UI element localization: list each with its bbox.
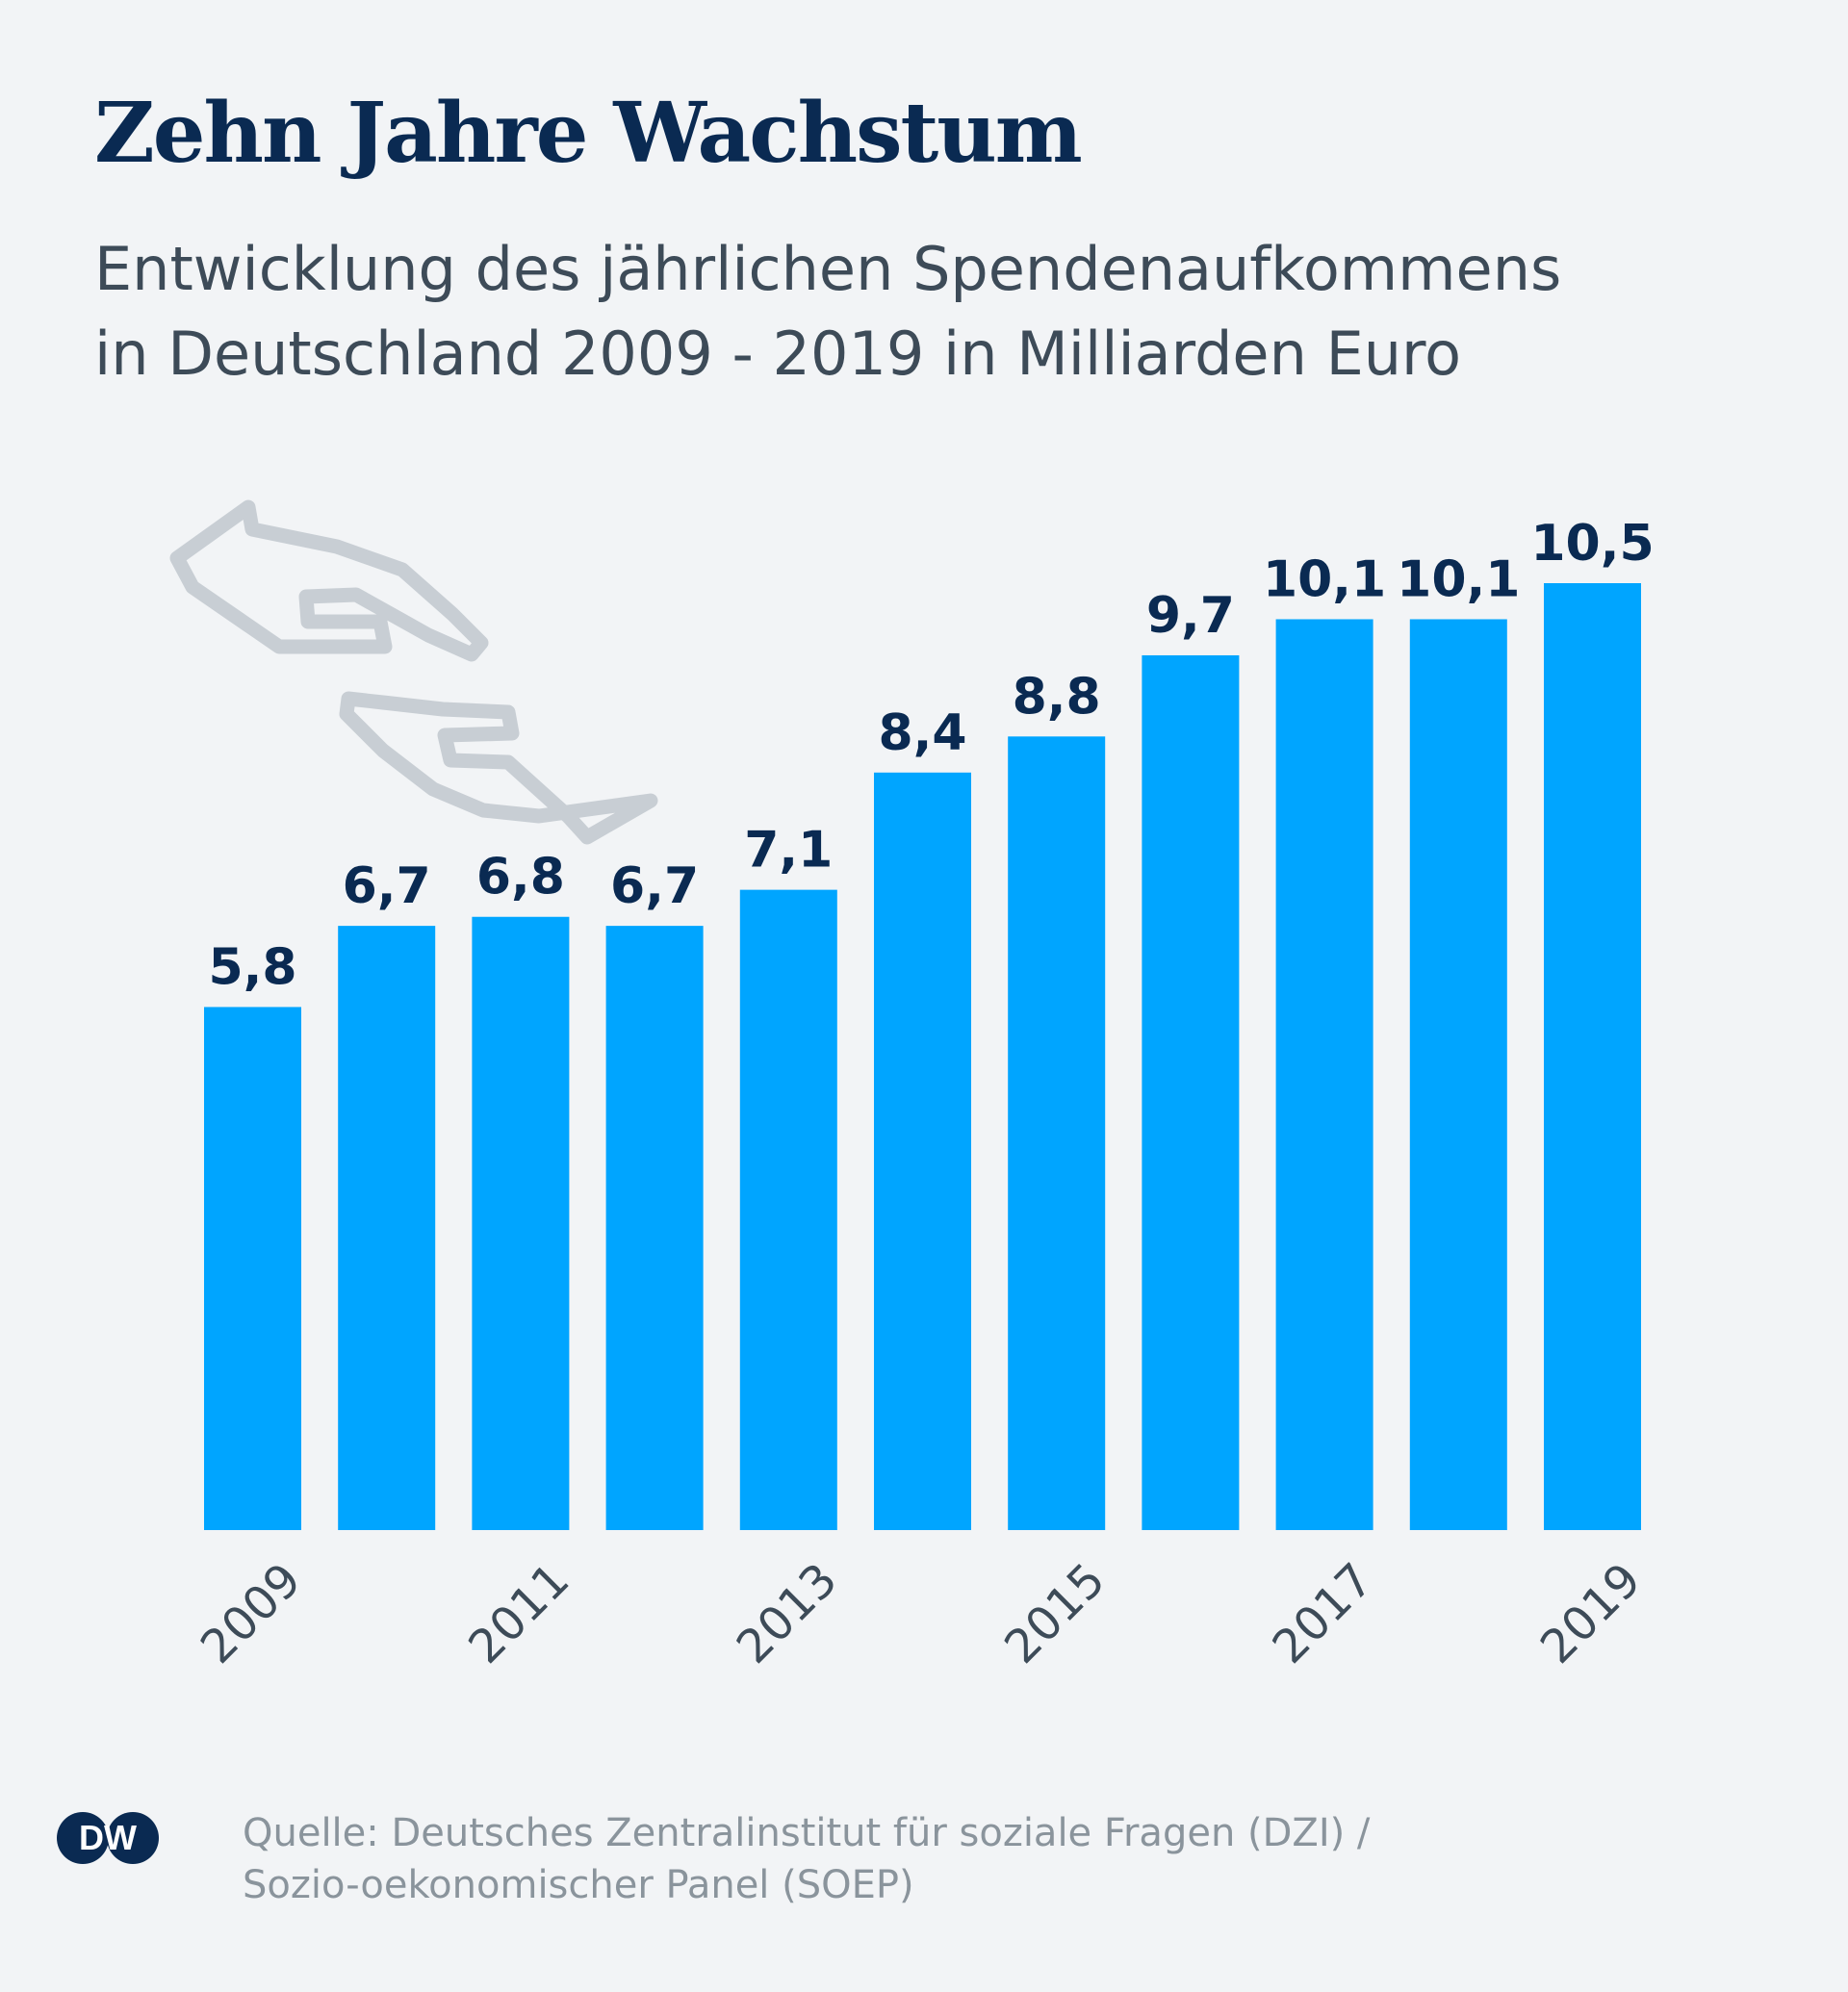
value-label-2015: 8,8 <box>1013 668 1101 726</box>
value-label-2017: 10,1 <box>1263 550 1386 608</box>
subtitle-line-1: Entwicklung des jährlichen Spendenaufkom… <box>94 234 1562 304</box>
source-line-2: Sozio-oekonomischer Panel (SOEP) <box>243 1863 914 1907</box>
x-tick-2011: 2011 <box>458 1553 579 1674</box>
bar-2011 <box>472 916 570 1530</box>
bar-2012 <box>605 926 704 1530</box>
subtitle-line-2: in Deutschland 2009 - 2019 in Milliarden… <box>94 319 1462 389</box>
x-tick-2019: 2019 <box>1530 1553 1652 1674</box>
x-tick-2013: 2013 <box>727 1553 848 1674</box>
bar-group <box>204 583 1641 1530</box>
bar-chart: 5,86,7 6,8 6,77,18,48,89,710,1 10,110,5 200… <box>169 499 1655 1674</box>
value-label-2018: 10,1 <box>1397 550 1520 608</box>
value-label-2013: 7,1 <box>744 822 833 880</box>
dw-logo-text: DW <box>79 1818 137 1857</box>
x-tick-2017: 2017 <box>1263 1553 1384 1674</box>
value-label-2016: 9,7 <box>1146 587 1235 645</box>
lower-hand-icon <box>339 691 658 845</box>
dw-logo-right-circle <box>107 1812 159 1864</box>
x-tick-group: 2009 2011 2013 2015 2017 2019 <box>191 1553 1652 1674</box>
bar-2014 <box>874 772 971 1530</box>
value-label-2019: 10,5 <box>1530 515 1654 573</box>
bar-2013 <box>739 889 837 1530</box>
value-label-2011: 6,8 <box>476 849 565 907</box>
bar-2015 <box>1008 736 1106 1530</box>
bar-2017 <box>1275 619 1373 1530</box>
dw-logo-icon: DW <box>57 1812 159 1864</box>
dw-logo-left-circle <box>57 1812 109 1864</box>
chart-subtitle: Entwicklung des jährlichen Spendenaufkom… <box>94 227 1808 396</box>
value-label-2014: 8,4 <box>878 704 966 762</box>
giving-hands-icon <box>169 499 658 845</box>
source-line-1: Quelle: Deutsches Zentralinstitut für so… <box>243 1811 1371 1855</box>
bar-2019 <box>1544 583 1641 1530</box>
upper-hand-icon <box>169 499 489 662</box>
value-label-2012: 6,7 <box>610 857 699 915</box>
bar-2010 <box>338 926 436 1530</box>
bar-2018 <box>1409 619 1507 1530</box>
source-note: Quelle: Deutsches Zentralinstitut für so… <box>243 1807 1370 1911</box>
chart-title: Zehn Jahre Wachstum <box>94 85 1083 182</box>
bar-2016 <box>1142 654 1240 1530</box>
x-tick-2009: 2009 <box>191 1553 312 1674</box>
x-tick-2015: 2015 <box>994 1553 1116 1674</box>
bar-2009 <box>204 1007 301 1530</box>
value-label-group: 5,86,7 6,8 6,77,18,48,89,710,1 10,110,5 <box>208 515 1654 996</box>
value-label-2009: 5,8 <box>208 938 296 996</box>
value-label-2010: 6,7 <box>343 857 431 915</box>
